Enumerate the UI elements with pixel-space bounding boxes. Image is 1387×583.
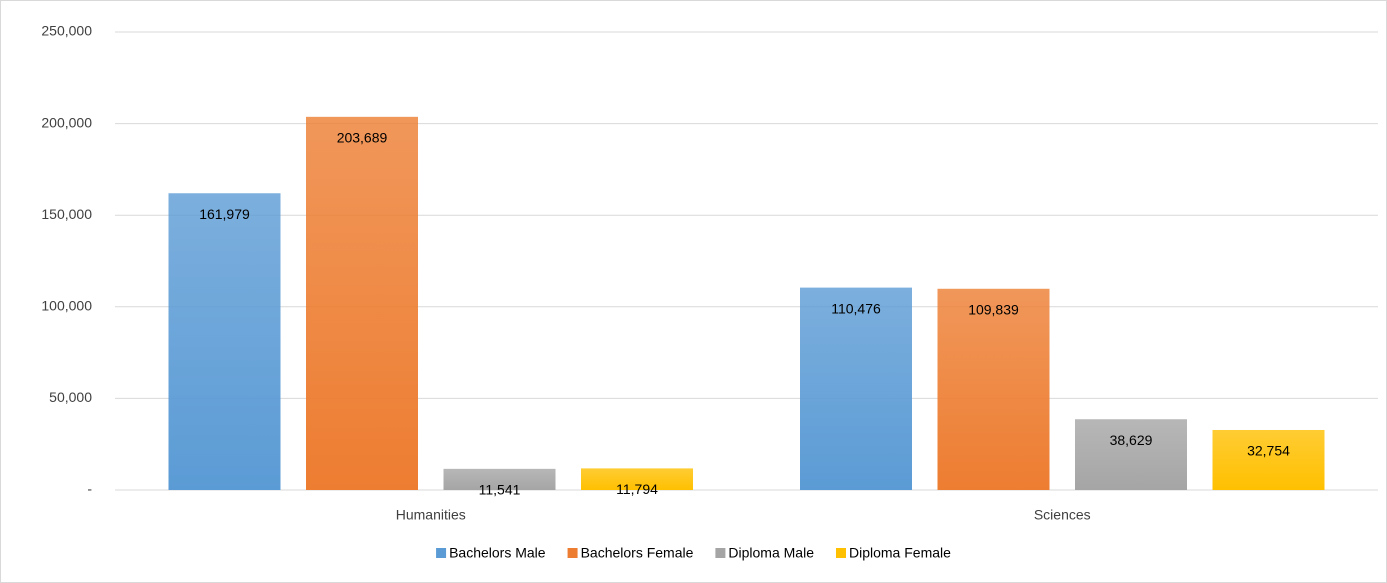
x-tick-label: Humanities xyxy=(396,507,466,523)
y-tick-label: - xyxy=(87,481,92,497)
bar xyxy=(800,287,912,490)
y-tick-label: 200,000 xyxy=(41,114,92,130)
data-label: 161,979 xyxy=(199,206,250,222)
bar xyxy=(306,116,418,491)
bar xyxy=(1075,419,1187,490)
legend-label: Bachelors Male xyxy=(449,545,546,561)
bar xyxy=(168,193,281,491)
legend-swatch xyxy=(715,548,726,558)
legend-swatch xyxy=(567,548,578,558)
y-tick-label: 250,000 xyxy=(41,23,92,39)
y-tick-label: 50,000 xyxy=(49,389,92,405)
bar xyxy=(443,468,556,490)
bar xyxy=(581,468,693,490)
legend-label: Diploma Male xyxy=(728,545,814,561)
legend-label: Diploma Female xyxy=(849,545,951,561)
bar xyxy=(937,288,1050,490)
data-label: 110,476 xyxy=(831,300,881,316)
data-label: 38,629 xyxy=(1110,432,1153,448)
data-label: 32,754 xyxy=(1247,443,1290,459)
y-tick-label: 150,000 xyxy=(41,206,92,222)
bar xyxy=(1212,429,1325,490)
legend-label: Bachelors Female xyxy=(581,545,694,561)
data-label: 109,839 xyxy=(968,301,1019,317)
legend: Bachelors Male Bachelors Female Diploma Ma… xyxy=(436,545,951,561)
data-label: 11,541 xyxy=(479,482,521,498)
legend-swatch xyxy=(835,548,846,558)
legend-swatch xyxy=(436,548,447,558)
x-tick-label: Sciences xyxy=(1034,507,1091,523)
data-label: 11,794 xyxy=(616,481,658,497)
data-label: 203,689 xyxy=(337,130,388,146)
y-tick-label: 100,000 xyxy=(41,298,92,314)
